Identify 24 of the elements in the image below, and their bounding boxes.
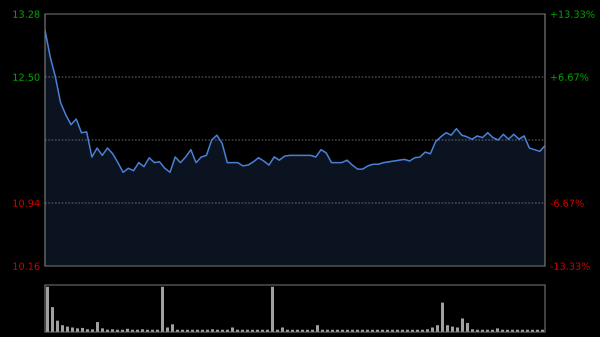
bar	[46, 286, 49, 332]
bar	[441, 302, 444, 332]
bar	[316, 325, 319, 332]
bar	[61, 325, 64, 332]
bar	[66, 326, 69, 332]
y2-tick-label: +13.33%	[550, 10, 595, 18]
bar	[461, 318, 464, 332]
bar	[446, 325, 449, 332]
y-tick-label: 10.94	[13, 199, 40, 207]
bar	[171, 324, 174, 332]
y-tick-label: 10.16	[13, 262, 40, 270]
bar	[56, 320, 59, 332]
y-tick-label: 13.28	[13, 10, 40, 18]
bar	[51, 307, 54, 332]
bar	[436, 325, 439, 332]
bar	[271, 286, 274, 332]
bar	[451, 326, 454, 332]
y2-tick-label: -13.33%	[550, 262, 590, 270]
bar	[161, 286, 164, 332]
y2-tick-label: -6.67%	[550, 200, 584, 207]
bar	[466, 322, 469, 332]
y-tick-label: 12.50	[13, 73, 40, 81]
y2-tick-label: +6.67%	[550, 73, 588, 81]
bar	[96, 322, 99, 332]
